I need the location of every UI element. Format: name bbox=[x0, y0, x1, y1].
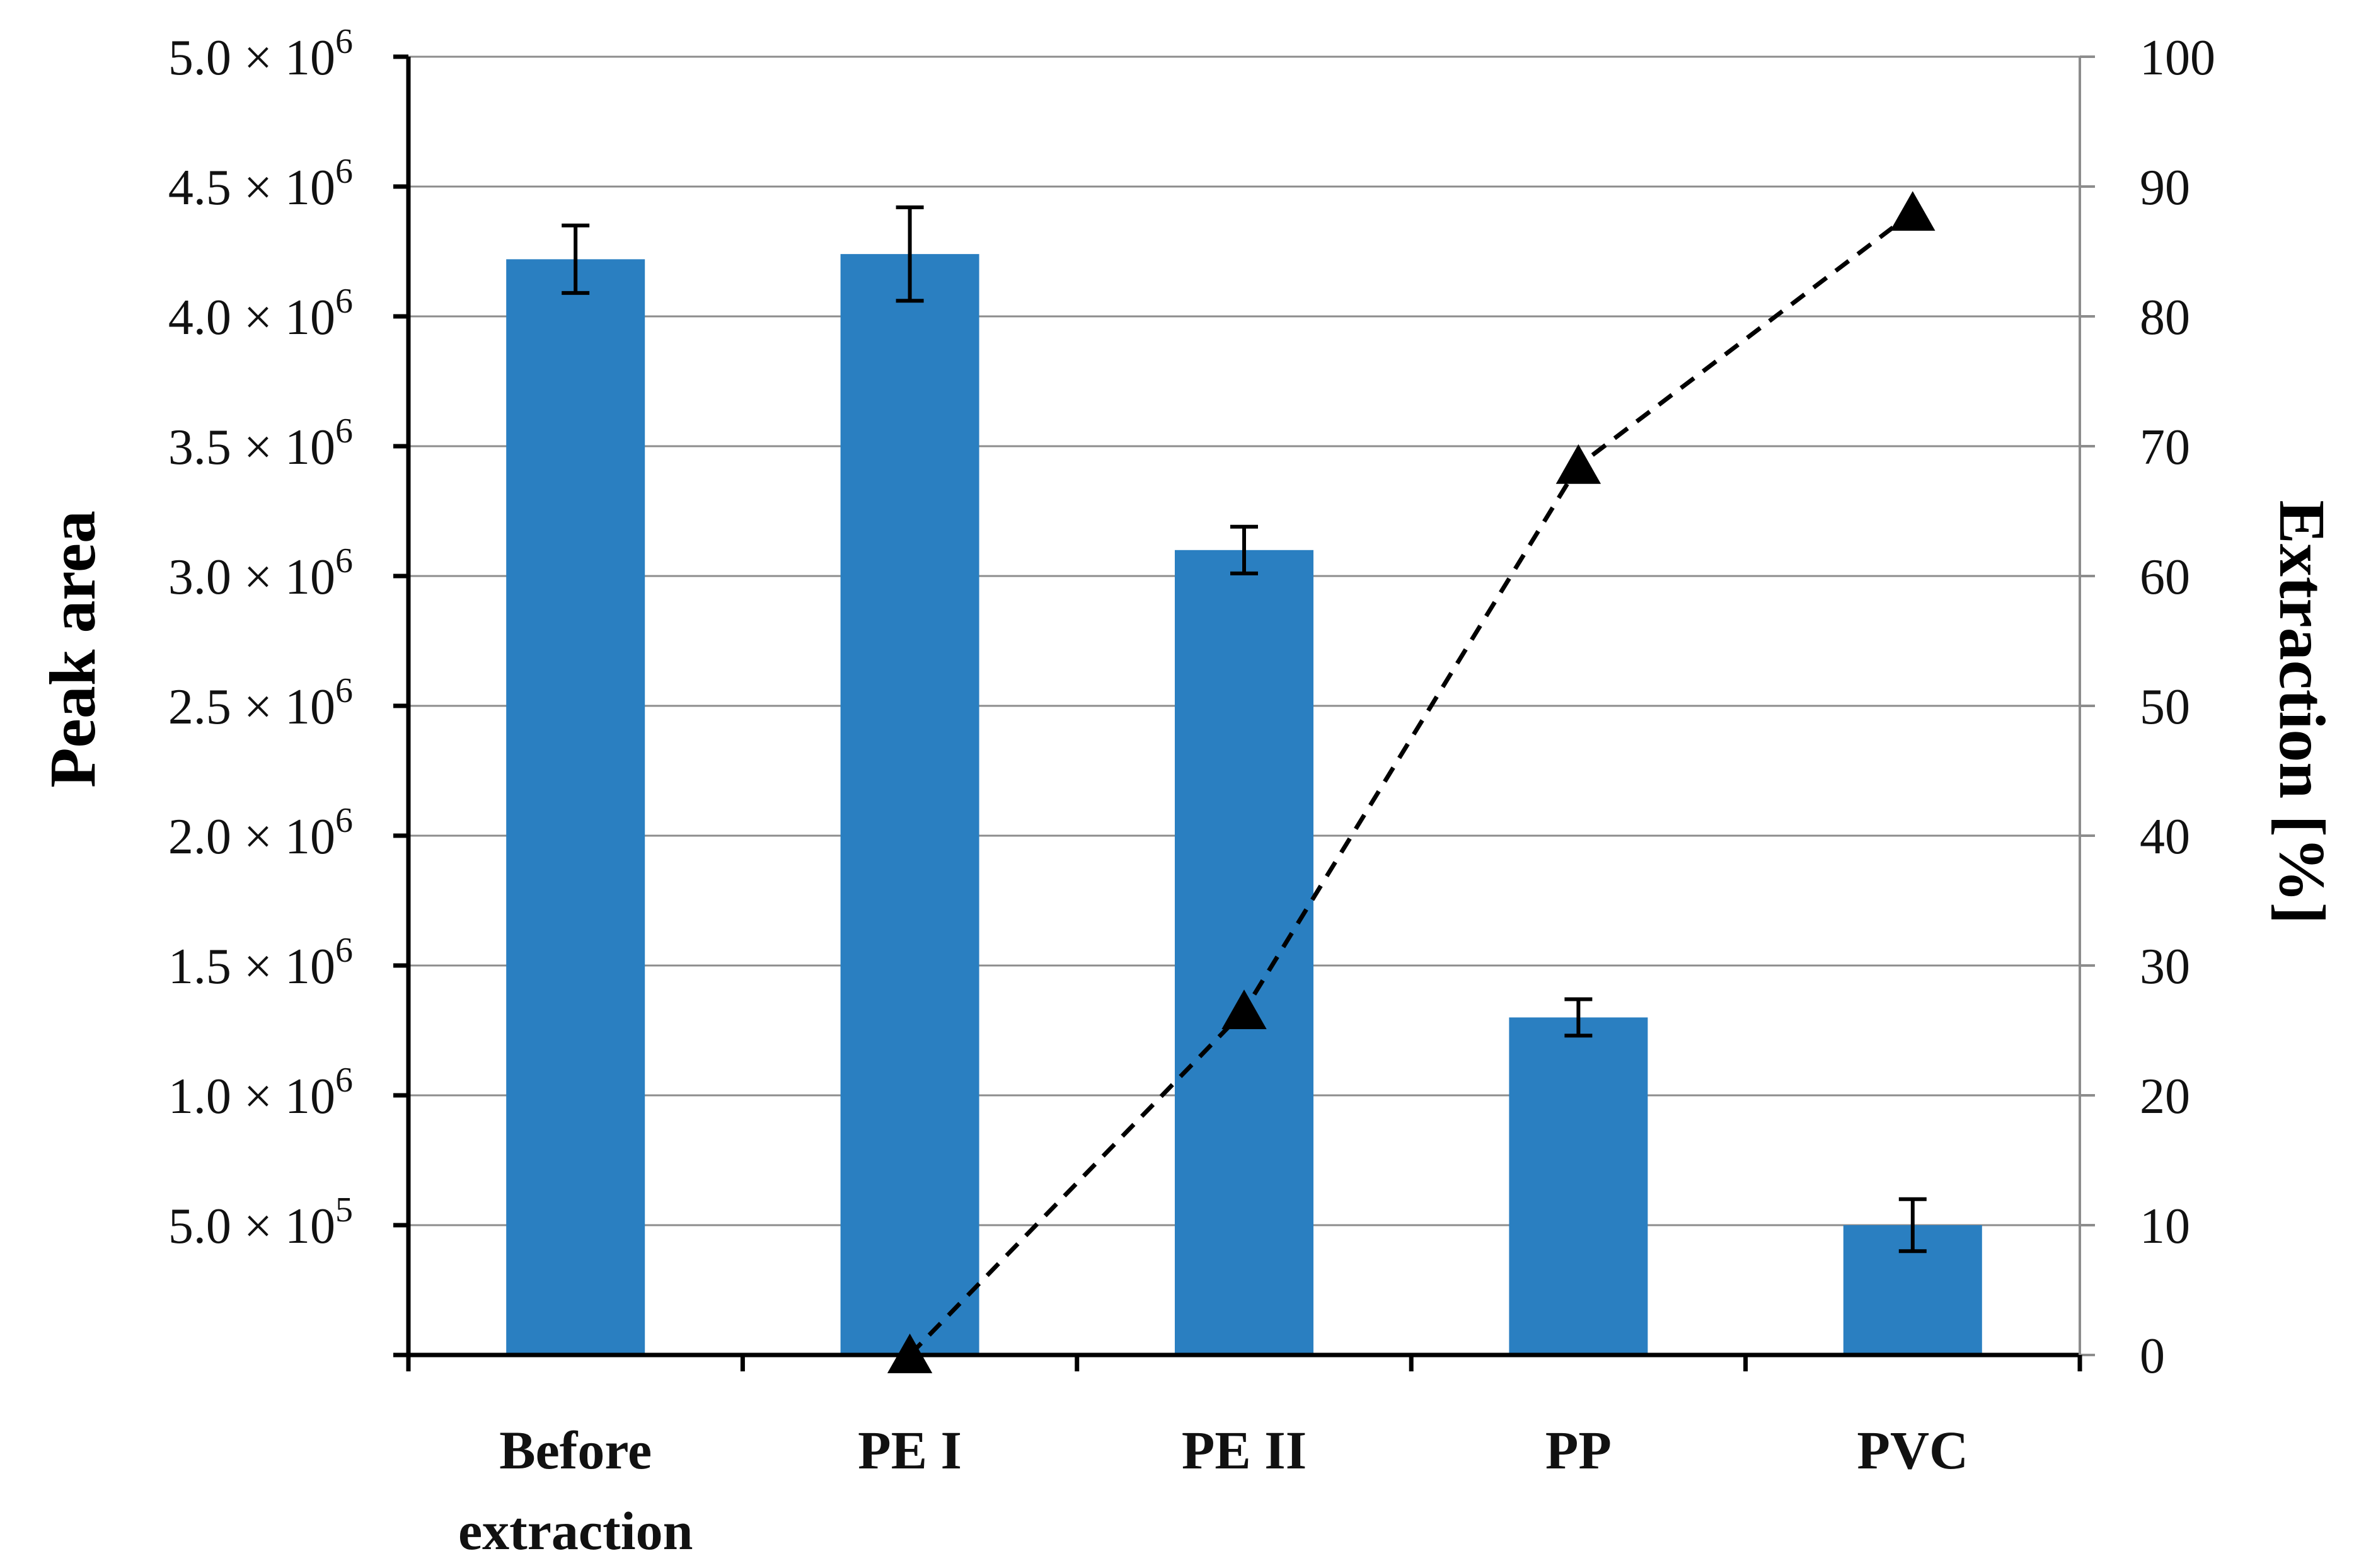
left-tick-label-7: 4.0 × 106 bbox=[168, 282, 353, 345]
bar-1 bbox=[840, 254, 979, 1355]
category-label-2-0: PE II bbox=[1182, 1420, 1307, 1480]
bar-2 bbox=[1175, 550, 1313, 1355]
left-tick-label-9: 5.0 × 106 bbox=[168, 22, 353, 86]
extraction-series bbox=[887, 191, 1936, 1373]
category-label-4-0: PVC bbox=[1857, 1420, 1968, 1480]
left-tick-label-5: 3.0 × 106 bbox=[168, 541, 353, 605]
bar-0 bbox=[506, 259, 645, 1355]
category-label-0-0: Before bbox=[499, 1420, 652, 1480]
left-tick-label-2: 1.5 × 106 bbox=[168, 931, 353, 994]
left-tick-label-6: 3.5 × 106 bbox=[168, 412, 353, 475]
right-tick-label-8: 80 bbox=[2140, 290, 2190, 345]
error-bar-1 bbox=[896, 205, 924, 303]
error-bar-2 bbox=[1230, 524, 1258, 575]
error-bars bbox=[562, 205, 1927, 1254]
extraction-marker-3 bbox=[1890, 191, 1936, 231]
category-label-1-0: PE I bbox=[858, 1420, 962, 1480]
left-tick-label-8: 4.5 × 106 bbox=[168, 152, 353, 216]
left-tick-label-1: 1.0 × 106 bbox=[168, 1061, 353, 1124]
axes bbox=[393, 54, 2095, 1371]
extraction-marker-1 bbox=[1221, 989, 1267, 1029]
axis-labels: 5.0 × 105 1.0 × 106 1.5 × 106 2.0 × 106 2.5 … bbox=[168, 22, 2215, 1561]
left-axis-title: Peak area bbox=[37, 510, 109, 788]
right-tick-label-9: 90 bbox=[2140, 160, 2190, 216]
error-bar-0 bbox=[562, 223, 590, 295]
category-label-3-0: PP bbox=[1545, 1420, 1612, 1480]
extraction-marker-2 bbox=[1555, 444, 1601, 484]
right-tick-label-4: 40 bbox=[2140, 809, 2190, 865]
left-tick-label-4: 2.5 × 106 bbox=[168, 671, 353, 735]
bar-series bbox=[506, 254, 1982, 1355]
right-tick-label-5: 50 bbox=[2140, 679, 2190, 735]
error-bar-3 bbox=[1564, 997, 1593, 1038]
right-tick-label-7: 70 bbox=[2140, 420, 2190, 475]
category-label-0-1: extraction bbox=[458, 1501, 693, 1561]
bar-3 bbox=[1509, 1017, 1648, 1355]
right-tick-label-10: 100 bbox=[2140, 30, 2215, 86]
right-tick-label-1: 10 bbox=[2140, 1199, 2190, 1254]
right-axis-title: Extraction [%] bbox=[2266, 500, 2338, 925]
error-bar-4 bbox=[1898, 1197, 1927, 1254]
right-tick-label-6: 60 bbox=[2140, 550, 2190, 605]
extraction-line bbox=[908, 210, 1914, 1357]
left-tick-label-3: 2.0 × 106 bbox=[168, 801, 353, 865]
left-tick-label-0: 5.0 × 105 bbox=[168, 1190, 353, 1254]
right-tick-label-2: 20 bbox=[2140, 1069, 2190, 1124]
right-tick-label-3: 30 bbox=[2140, 939, 2190, 994]
right-tick-label-0: 0 bbox=[2140, 1329, 2165, 1384]
